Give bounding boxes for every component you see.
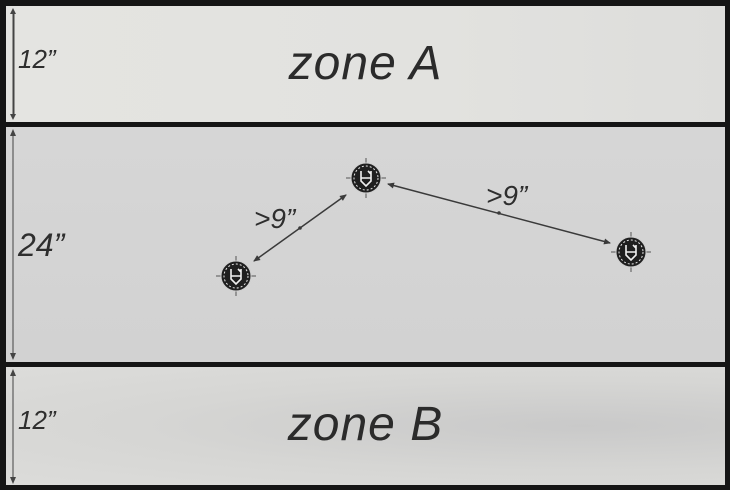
- ruler-zone-a: [13, 12, 15, 116]
- objective-marker-icon: [346, 158, 386, 198]
- zone-a-area: 12” zone A: [6, 6, 725, 122]
- distance-midpoint-right: [497, 211, 501, 215]
- objective-marker-icon: [611, 232, 651, 272]
- zone-a-depth-label: 12”: [18, 44, 56, 74]
- zone-a-title: zone A: [288, 37, 443, 90]
- zone-b-area: 12” zone B: [6, 367, 725, 485]
- distance-label-right: >9”: [486, 180, 529, 211]
- distance-midpoint-left: [298, 226, 302, 230]
- ruler-zone-b: [10, 369, 16, 484]
- zone-b-title: zone B: [287, 398, 444, 451]
- objective-marker-icon: [216, 256, 256, 296]
- zone-b-depth-label: 12”: [18, 405, 56, 435]
- distance-label-left: >9”: [254, 203, 297, 234]
- ruler-zone-a: [10, 8, 16, 120]
- middle-depth-label: 24”: [18, 227, 65, 263]
- ruler-middle: [10, 129, 16, 360]
